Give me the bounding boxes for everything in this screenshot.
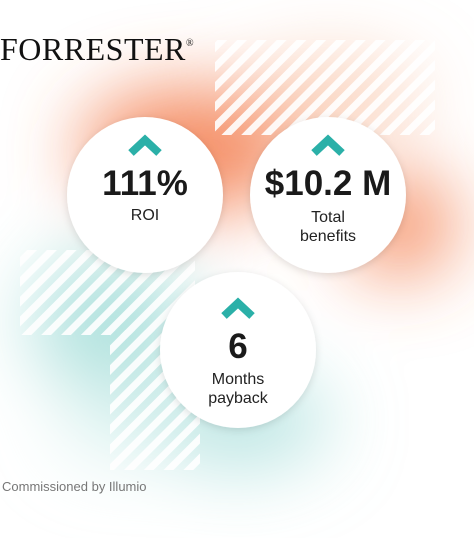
stat-label: Total benefits (300, 209, 356, 245)
stat-card: $10.2 M Total benefits (250, 117, 406, 273)
brand-logo: FORRESTER (0, 31, 186, 67)
stat-card: 6 Months payback (160, 272, 316, 428)
up-chevron (311, 134, 345, 156)
label-line: Total (311, 209, 345, 226)
up-chevron (221, 297, 255, 319)
footer-note: Commissioned by Illumio (2, 479, 147, 494)
label-line: payback (208, 390, 269, 407)
stat-value: $10.2 M (265, 164, 391, 203)
label-line: benefits (300, 228, 356, 245)
stat-label: ROI (131, 207, 159, 224)
stat-value: 111% (102, 164, 188, 203)
stat-label: Months payback (208, 371, 269, 407)
stat-card: 111% ROI (67, 117, 223, 273)
brand-registered: ® (186, 38, 194, 49)
stat-value: 6 (228, 327, 247, 366)
label-line: Months (212, 371, 264, 388)
up-chevron (128, 134, 162, 156)
